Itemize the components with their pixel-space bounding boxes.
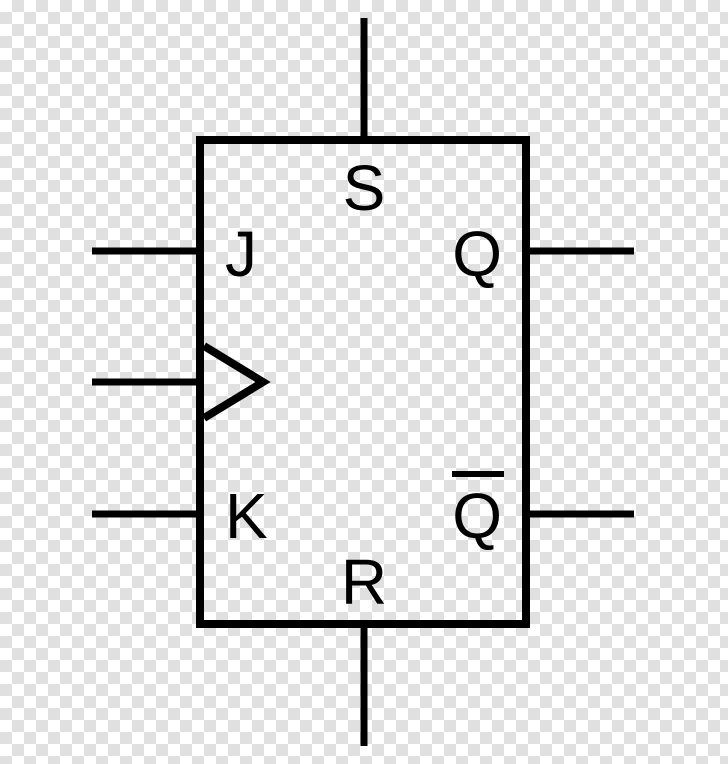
jk-flipflop-symbol: S J K R Q Q: [0, 0, 728, 764]
label-qbar: Q: [452, 480, 502, 552]
label-q: Q: [452, 218, 502, 290]
label-r: R: [341, 546, 387, 618]
clock-edge-icon: [204, 346, 263, 418]
label-j: J: [225, 218, 257, 290]
label-k: K: [225, 480, 268, 552]
label-s: S: [343, 152, 386, 224]
